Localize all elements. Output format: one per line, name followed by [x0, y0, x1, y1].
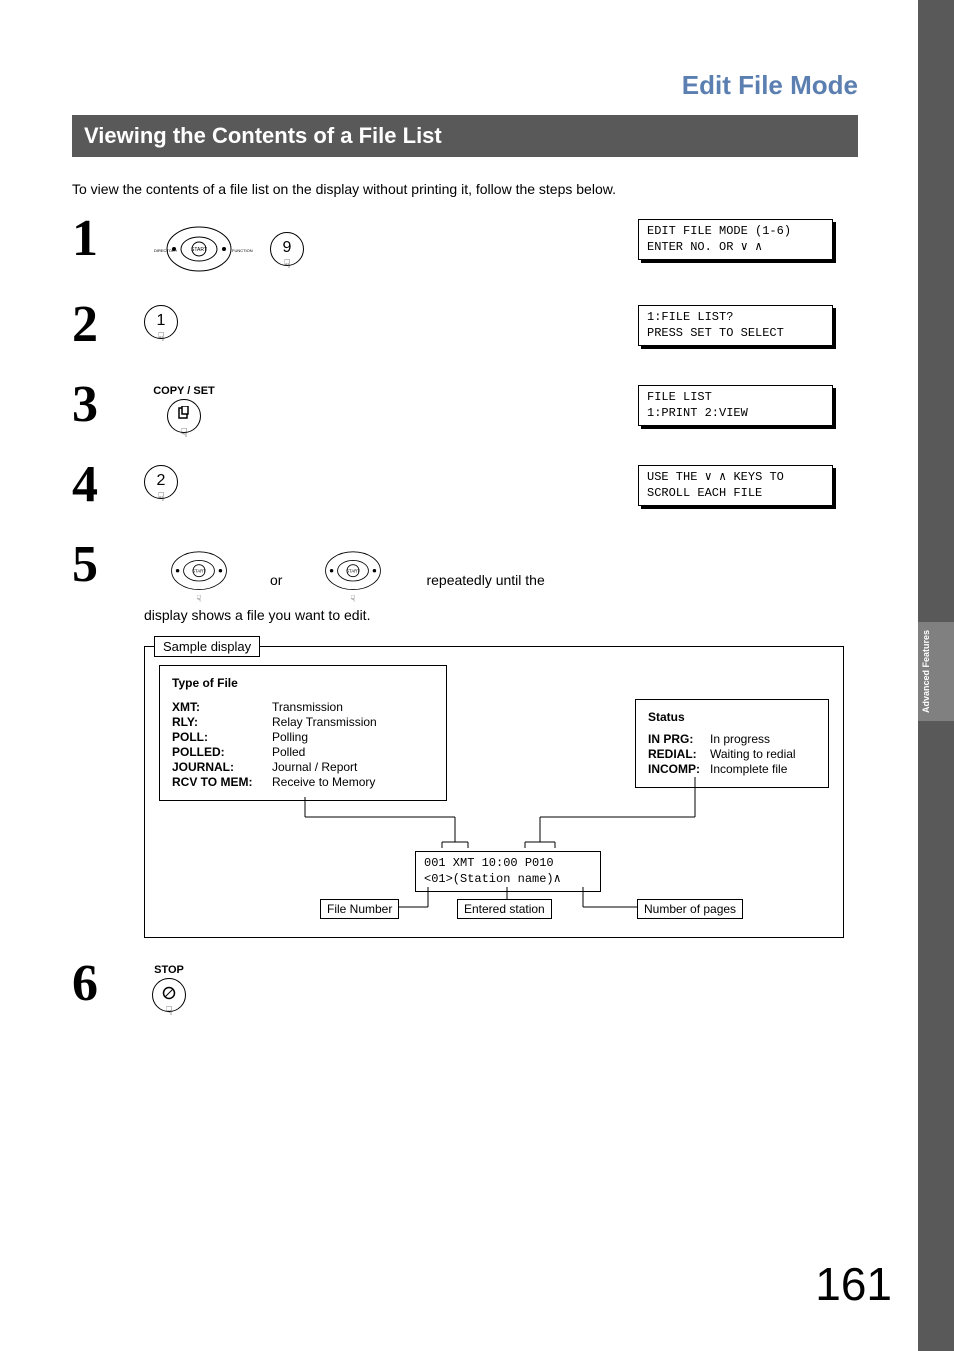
type-row: POLL:Polling — [172, 730, 434, 744]
lcd-display: 1:FILE LIST? PRESS SET TO SELECT — [638, 305, 833, 346]
lcd-line: FILE LIST — [647, 390, 824, 406]
type-key: XMT: — [172, 700, 272, 714]
page-title: Edit File Mode — [72, 70, 858, 101]
navigation-dial-icon: START DIRECTORY FUNCTION — [144, 219, 254, 279]
intro-text: To view the contents of a file list on t… — [72, 181, 858, 197]
type-row: RCV TO MEM:Receive to Memory — [172, 775, 434, 789]
status-val: In progress — [710, 732, 770, 746]
tail-text: repeatedly until the — [426, 570, 544, 591]
navigation-dial-up-icon: START ☟ — [298, 545, 408, 605]
status-val: Waiting to redial — [710, 747, 796, 761]
step-number: 1 — [72, 213, 144, 265]
page-number: 161 — [815, 1257, 892, 1311]
svg-text:START: START — [347, 568, 361, 573]
type-val: Relay Transmission — [272, 715, 377, 729]
type-key: JOURNAL: — [172, 760, 272, 774]
copy-set-button[interactable]: ☟ — [167, 399, 201, 433]
keypad-1-button[interactable]: 1 ☟ — [144, 305, 178, 339]
lcd-line: 1:FILE LIST? — [647, 310, 824, 326]
status-key: INCOMP: — [648, 762, 710, 776]
press-hand-icon: ☟ — [283, 249, 290, 279]
type-val: Polled — [272, 745, 305, 759]
diagram-box: Type of File XMT:Transmission RLY:Relay … — [144, 646, 844, 938]
step-4: 4 2 ☟ USE THE ∨ ∧ KEYS TO SCROLL EACH FI… — [72, 459, 858, 519]
status-val: Incomplete file — [710, 762, 787, 776]
lcd-line: SCROLL EACH FILE — [647, 486, 824, 502]
or-text: or — [270, 570, 282, 591]
sample-display-label: Sample display — [154, 636, 260, 657]
step-number: 2 — [72, 299, 144, 351]
step-number: 6 — [72, 958, 144, 1010]
status-key: REDIAL: — [648, 747, 710, 761]
copy-set-label: COPY / SET — [144, 385, 224, 397]
type-key: RCV TO MEM: — [172, 775, 272, 789]
status-title: Status — [648, 710, 816, 724]
entered-station-label: Entered station — [457, 899, 552, 919]
navigation-dial-down-icon: START ☟ — [144, 545, 254, 605]
keypad-2-button[interactable]: 2 ☟ — [144, 465, 178, 499]
status-row: REDIAL:Waiting to redial — [648, 747, 816, 761]
svg-text:FUNCTION: FUNCTION — [232, 248, 253, 253]
type-val: Journal / Report — [272, 760, 357, 774]
lcd-line: ENTER NO. OR ∨ ∧ — [647, 240, 824, 256]
status-row: INCOMP:Incomplete file — [648, 762, 816, 776]
copy-icon — [177, 406, 191, 420]
step5-line2: display shows a file you want to edit. — [144, 605, 858, 626]
step-1: 1 START DIRECTORY FUNCTION 9 ☟ — [72, 213, 858, 279]
type-val: Receive to Memory — [272, 775, 375, 789]
sample-lcd: 001 XMT 10:00 P010 <01>(Station name)∧ — [415, 851, 601, 892]
step-6: 6 STOP ☟ — [72, 958, 858, 1018]
stop-button[interactable]: ☟ — [152, 978, 186, 1012]
step-5: 5 START ☟ or START — [72, 539, 858, 938]
type-row: RLY:Relay Transmission — [172, 715, 434, 729]
lcd-line: <01>(Station name)∧ — [424, 872, 592, 888]
step-2: 2 1 ☟ 1:FILE LIST? PRESS SET TO SELECT — [72, 299, 858, 359]
keypad-9-button[interactable]: 9 ☟ — [270, 232, 304, 266]
press-hand-icon: ☟ — [165, 997, 172, 1025]
svg-text:☟: ☟ — [351, 594, 356, 604]
lcd-display: FILE LIST 1:PRINT 2:VIEW — [638, 385, 833, 426]
type-val: Transmission — [272, 700, 343, 714]
svg-text:START: START — [192, 568, 206, 573]
file-number-label: File Number — [320, 899, 399, 919]
status-row: IN PRG:In progress — [648, 732, 816, 746]
type-val: Polling — [272, 730, 308, 744]
type-key: RLY: — [172, 715, 272, 729]
svg-text:☟: ☟ — [196, 594, 201, 604]
step-3: 3 COPY / SET ☟ FILE LIST 1: — [72, 379, 858, 439]
lcd-line: PRESS SET TO SELECT — [647, 326, 824, 342]
press-hand-icon: ☟ — [180, 420, 187, 446]
svg-text:DIRECTORY: DIRECTORY — [154, 248, 178, 253]
type-row: XMT:Transmission — [172, 700, 434, 714]
type-of-file-title: Type of File — [172, 676, 434, 690]
type-key: POLLED: — [172, 745, 272, 759]
type-key: POLL: — [172, 730, 272, 744]
step-number: 3 — [72, 379, 144, 431]
lcd-display: EDIT FILE MODE (1-6) ENTER NO. OR ∨ ∧ — [638, 219, 833, 260]
lcd-line: 1:PRINT 2:VIEW — [647, 406, 824, 422]
number-of-pages-label: Number of pages — [637, 899, 743, 919]
step-number: 4 — [72, 459, 144, 511]
type-row: POLLED:Polled — [172, 745, 434, 759]
section-header: Viewing the Contents of a File List — [72, 115, 858, 157]
status-box: Status IN PRG:In progress REDIAL:Waiting… — [635, 699, 829, 788]
side-tab: Advanced Features — [918, 622, 954, 721]
lcd-display: USE THE ∨ ∧ KEYS TO SCROLL EACH FILE — [638, 465, 833, 506]
stop-label: STOP — [144, 964, 194, 976]
lcd-line: 001 XMT 10:00 P010 — [424, 856, 592, 872]
type-of-file-box: Type of File XMT:Transmission RLY:Relay … — [159, 665, 447, 801]
type-row: JOURNAL:Journal / Report — [172, 760, 434, 774]
press-hand-icon: ☟ — [157, 482, 164, 512]
lcd-line: USE THE ∨ ∧ KEYS TO — [647, 470, 824, 486]
status-key: IN PRG: — [648, 732, 710, 746]
svg-text:START: START — [191, 247, 207, 253]
press-hand-icon: ☟ — [157, 322, 164, 352]
step-number: 5 — [72, 539, 144, 591]
lcd-line: EDIT FILE MODE (1-6) — [647, 224, 824, 240]
